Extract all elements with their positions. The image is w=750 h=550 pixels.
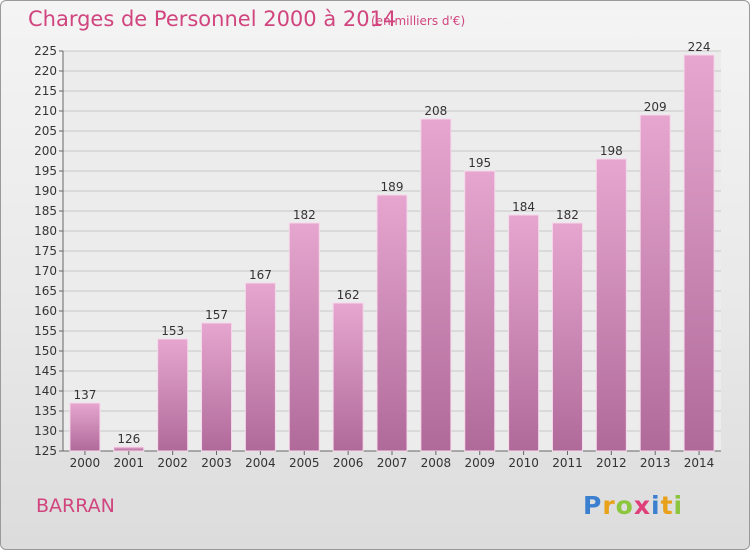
bar [508, 214, 540, 452]
bar [464, 170, 496, 452]
y-tick-label: 180 [34, 224, 57, 238]
y-tick-label: 190 [34, 184, 57, 198]
bar [69, 402, 101, 452]
x-tick-label: 2002 [157, 456, 188, 470]
logo-letter: P [583, 491, 603, 520]
bar [420, 118, 452, 452]
x-tick-label: 2008 [421, 456, 452, 470]
y-tick-label: 135 [34, 404, 57, 418]
data-label: 167 [249, 268, 272, 282]
bar [157, 338, 189, 452]
x-tick-label: 2001 [114, 456, 145, 470]
data-label: 153 [161, 324, 184, 338]
bar [113, 446, 145, 452]
chart-subtitle: (en milliers d'€) [371, 14, 466, 28]
data-label: 182 [293, 208, 316, 222]
x-tick-label: 2009 [464, 456, 495, 470]
x-tick-label: 2005 [289, 456, 320, 470]
y-tick-label: 215 [34, 84, 57, 98]
data-label: 195 [468, 156, 491, 170]
x-tick-label: 2003 [201, 456, 232, 470]
bar [683, 54, 715, 452]
logo-letter: x [633, 491, 651, 520]
data-label: 126 [117, 432, 140, 446]
y-tick-label: 205 [34, 124, 57, 138]
y-tick-label: 130 [34, 424, 57, 438]
data-label: 137 [73, 388, 96, 402]
bar [288, 222, 320, 452]
x-tick-label: 2012 [596, 456, 627, 470]
x-tick-label: 2004 [245, 456, 276, 470]
y-tick-label: 185 [34, 204, 57, 218]
y-tick-label: 155 [34, 324, 57, 338]
y-tick-label: 195 [34, 164, 57, 178]
y-tick-label: 140 [34, 384, 57, 398]
y-tick-label: 145 [34, 364, 57, 378]
y-tick-label: 165 [34, 284, 57, 298]
proxiti-logo: Proxiti [583, 491, 683, 520]
bar [551, 222, 583, 452]
data-label: 182 [556, 208, 579, 222]
logo-letter: i [651, 491, 661, 520]
data-label: 209 [644, 100, 667, 114]
y-tick-label: 160 [34, 304, 57, 318]
y-tick-label: 150 [34, 344, 57, 358]
data-label: 224 [688, 40, 711, 54]
y-tick-label: 210 [34, 104, 57, 118]
x-tick-label: 2007 [377, 456, 408, 470]
data-label: 157 [205, 308, 228, 322]
y-tick-label: 170 [34, 264, 57, 278]
x-tick-label: 2000 [70, 456, 101, 470]
bar [201, 322, 233, 452]
x-tick-label: 2011 [552, 456, 583, 470]
logo-letter: o [615, 491, 634, 520]
x-tick-label: 2006 [333, 456, 364, 470]
bar [639, 114, 671, 452]
bar [376, 194, 408, 452]
bar [595, 158, 627, 452]
chart-title: Charges de Personnel 2000 à 2014 [28, 7, 397, 31]
x-tick-label: 2014 [684, 456, 715, 470]
data-label: 189 [381, 180, 404, 194]
data-label: 162 [337, 288, 360, 302]
data-label: 198 [600, 144, 623, 158]
place-name: BARRAN [36, 495, 115, 517]
logo-letter: t [660, 491, 674, 520]
data-label: 184 [512, 200, 535, 214]
y-tick-label: 175 [34, 244, 57, 258]
logo-letter: r [602, 491, 616, 520]
data-label: 208 [424, 104, 447, 118]
x-tick-label: 2013 [640, 456, 671, 470]
y-tick-label: 225 [34, 44, 57, 58]
y-tick-label: 200 [34, 144, 57, 158]
x-tick-label: 2010 [508, 456, 539, 470]
y-tick-label: 125 [34, 444, 57, 458]
bar [332, 302, 364, 452]
logo-letter: i [673, 491, 684, 520]
y-tick-label: 220 [34, 64, 57, 78]
bar [244, 282, 276, 452]
